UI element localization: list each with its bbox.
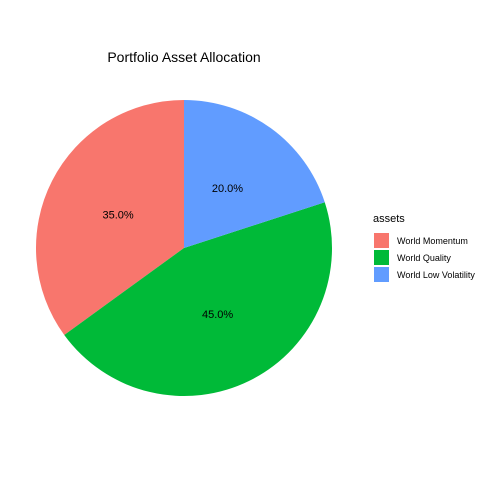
legend-swatch-world-momentum (374, 233, 389, 248)
legend-items: World Momentum World Quality World Low Vol… (374, 233, 475, 282)
legend-swatch-world-low-volatility (374, 267, 389, 282)
slice-label-world-momentum: 35.0% (102, 209, 133, 221)
pie-slice-world-low-volatility (184, 100, 325, 248)
legend-label-world-quality: World Quality (397, 253, 451, 263)
pie-slice-labels: 35.0% 45.0% 20.0% (102, 183, 243, 321)
pie-slice-world-momentum (36, 99, 185, 335)
legend-title: assets (373, 213, 405, 225)
slice-label-world-low-volatility: 20.0% (212, 183, 243, 195)
legend-label-world-low-volatility: World Low Volatility (397, 270, 475, 280)
chart-title: Portfolio Asset Allocation (107, 49, 260, 65)
pie-slices (36, 99, 333, 397)
legend-label-world-momentum: World Momentum (397, 236, 468, 246)
slice-label-world-quality: 45.0% (202, 309, 233, 321)
pie-slice-world-quality (64, 202, 333, 397)
legend-swatch-world-quality (374, 250, 389, 265)
